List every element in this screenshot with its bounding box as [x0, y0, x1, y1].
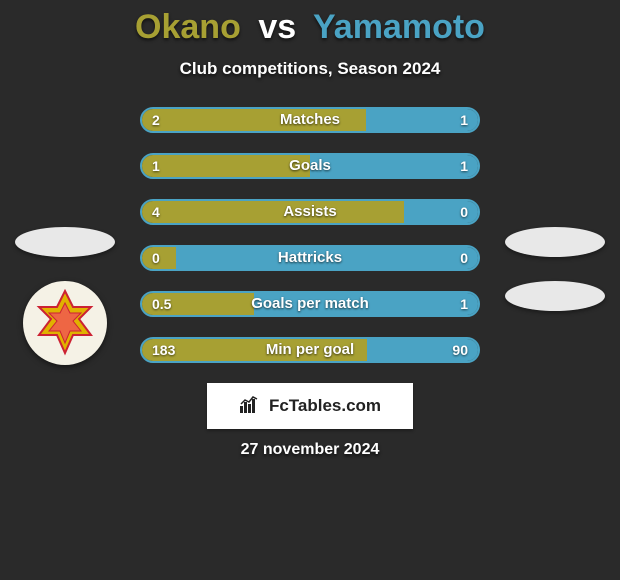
stat-bar-right — [176, 247, 478, 269]
stat-bar-right — [254, 293, 478, 315]
stat-row: Hattricks00 — [140, 245, 480, 271]
stat-bar-track — [140, 337, 480, 363]
stat-value-left: 0.5 — [152, 291, 171, 317]
stat-row: Matches21 — [140, 107, 480, 133]
stat-row: Goals11 — [140, 153, 480, 179]
stat-value-left: 1 — [152, 153, 160, 179]
page-title: Okano vs Yamamoto — [0, 8, 620, 47]
title-player-2: Yamamoto — [313, 8, 485, 46]
stat-bar-track — [140, 107, 480, 133]
branding-text: FcTables.com — [269, 396, 381, 416]
stat-bar-track — [140, 199, 480, 225]
club-label-ellipse — [505, 281, 605, 311]
stat-value-right: 0 — [460, 199, 468, 225]
stat-row: Min per goal18390 — [140, 337, 480, 363]
date-line: 27 november 2024 — [0, 441, 620, 459]
stat-value-right: 1 — [460, 107, 468, 133]
stat-bar-track — [140, 153, 480, 179]
stat-bar-track — [140, 291, 480, 317]
branding-badge: FcTables.com — [207, 383, 413, 429]
club-emblem-icon — [23, 281, 107, 365]
player-label-ellipse — [505, 227, 605, 257]
chart-logo-icon — [239, 394, 263, 419]
stat-bar-left — [142, 201, 404, 223]
stat-bar-left — [142, 155, 310, 177]
stat-bar-left — [142, 109, 366, 131]
stats-area: Matches21Goals11Assists40Hattricks00Goal… — [0, 107, 620, 363]
player-label-ellipse — [15, 227, 115, 257]
left-badge-column — [10, 227, 120, 365]
stat-value-right: 0 — [460, 245, 468, 271]
stat-value-right: 1 — [460, 291, 468, 317]
stat-bar-left — [142, 339, 367, 361]
stat-value-left: 0 — [152, 245, 160, 271]
title-player-1: Okano — [135, 8, 241, 46]
stat-value-left: 183 — [152, 337, 175, 363]
subtitle: Club competitions, Season 2024 — [0, 59, 620, 79]
stat-value-left: 4 — [152, 199, 160, 225]
stat-row: Assists40 — [140, 199, 480, 225]
stat-value-right: 1 — [460, 153, 468, 179]
right-badge-column — [500, 227, 610, 335]
root: Okano vs Yamamoto Club competitions, Sea… — [0, 0, 620, 459]
stat-bar-track — [140, 245, 480, 271]
stat-row: Goals per match0.51 — [140, 291, 480, 317]
stat-value-left: 2 — [152, 107, 160, 133]
stat-bar-right — [310, 155, 478, 177]
stat-value-right: 90 — [452, 337, 468, 363]
title-vs: vs — [258, 8, 296, 46]
